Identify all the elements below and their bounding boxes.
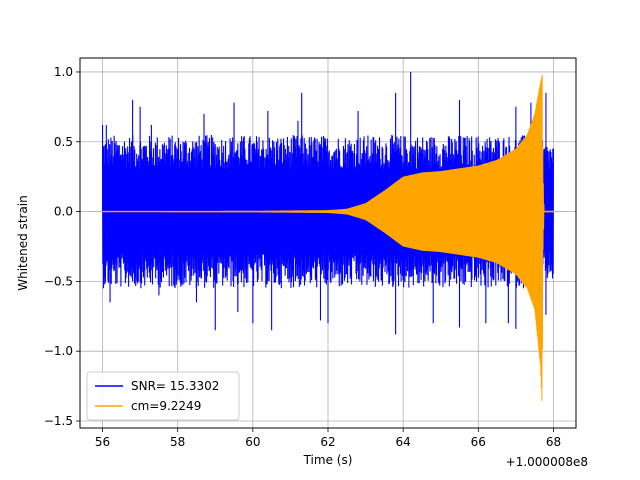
y-tick-label: −0.5 xyxy=(44,274,73,288)
x-axis-offset-label: +1.000008e8 xyxy=(506,455,588,469)
y-ticks: 1.0 0.5 0.0 −0.5 −1.0 −1.5 xyxy=(44,65,80,428)
x-tick-label: 68 xyxy=(546,435,561,449)
y-tick-label: 0.0 xyxy=(54,205,73,219)
x-tick-label: 60 xyxy=(245,435,260,449)
x-tick-label: 62 xyxy=(320,435,335,449)
x-tick-label: 58 xyxy=(170,435,185,449)
legend-label-1: cm=9.2249 xyxy=(131,399,201,413)
y-tick-label: −1.5 xyxy=(44,414,73,428)
y-axis-label: Whitened strain xyxy=(16,195,30,291)
plot-data-area xyxy=(102,71,554,401)
x-tick-label: 56 xyxy=(95,435,110,449)
y-tick-label: 0.5 xyxy=(54,135,73,149)
legend-box xyxy=(86,371,240,421)
y-tick-label: 1.0 xyxy=(54,65,73,79)
series-line-1 xyxy=(102,74,554,401)
y-tick-label: −1.0 xyxy=(44,344,73,358)
x-axis-label: Time (s) xyxy=(303,453,353,467)
legend: SNR= 15.3302 cm=9.2249 xyxy=(86,371,240,421)
legend-label-0: SNR= 15.3302 xyxy=(131,379,219,393)
x-tick-label: 66 xyxy=(471,435,486,449)
x-tick-label: 64 xyxy=(396,435,411,449)
x-ticks: 56 58 60 62 64 66 68 xyxy=(95,428,561,449)
